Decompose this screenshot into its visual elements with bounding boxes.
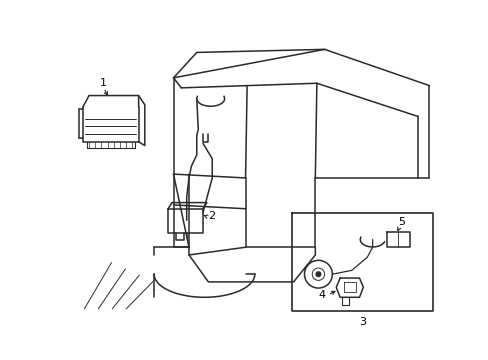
- Text: 5: 5: [398, 217, 405, 227]
- Text: 3: 3: [358, 317, 366, 327]
- Text: 4: 4: [318, 290, 325, 300]
- Circle shape: [315, 272, 320, 276]
- Text: 2: 2: [207, 211, 215, 221]
- Text: 1: 1: [100, 78, 107, 88]
